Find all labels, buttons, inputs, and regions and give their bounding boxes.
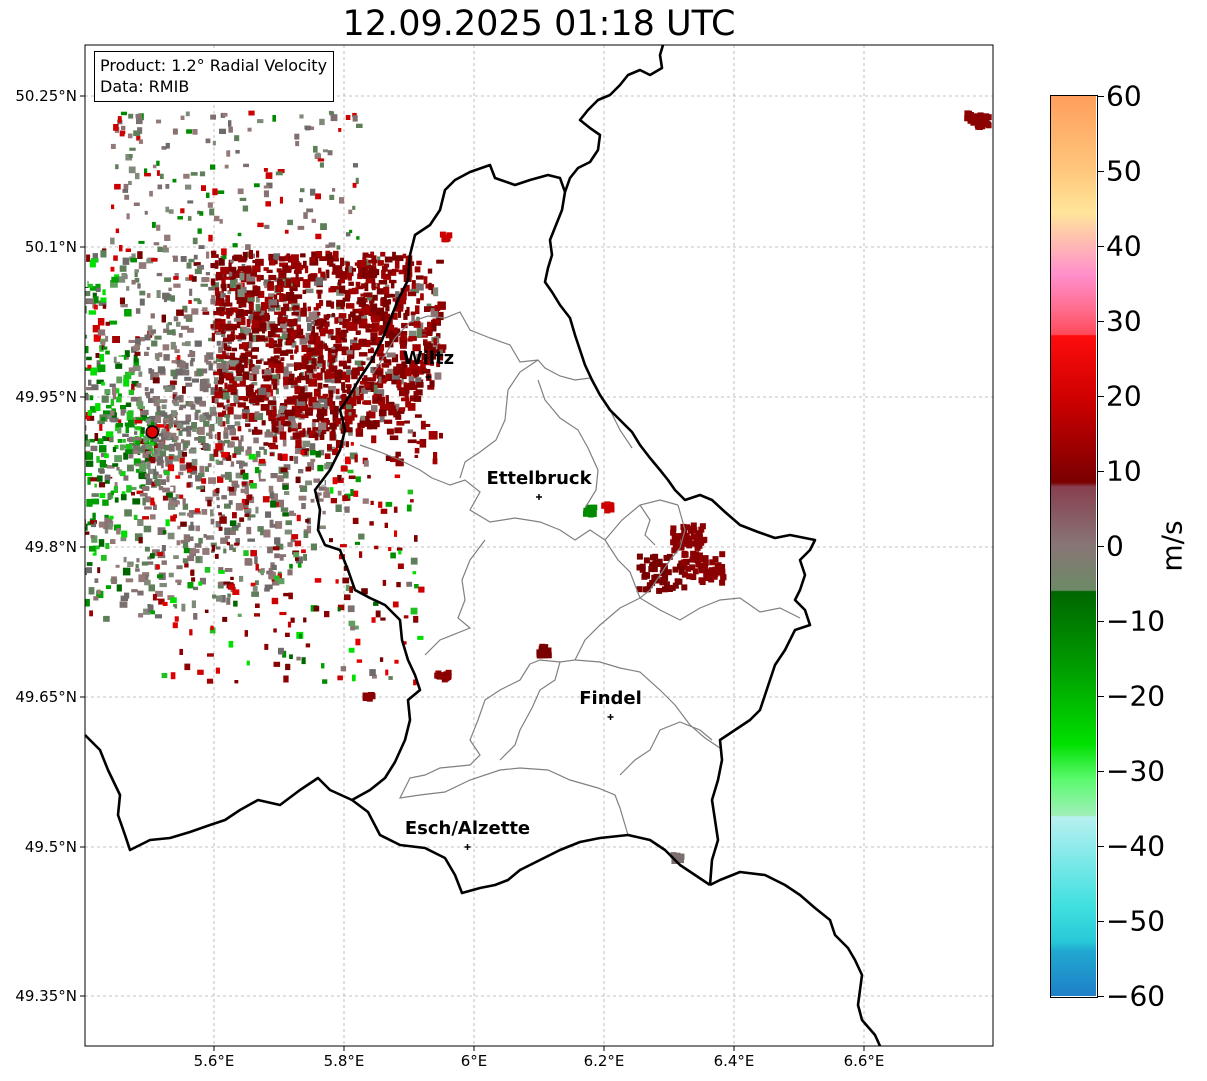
lat-tick-label: 50.1°N bbox=[24, 238, 77, 256]
colorbar-tick bbox=[1097, 771, 1104, 772]
colorbar-tick-label: 50 bbox=[1106, 154, 1142, 188]
lon-tick-label: 6.4°E bbox=[713, 1052, 755, 1070]
city-label-wiltz: Wiltz bbox=[402, 348, 455, 369]
lat-tick-label: 50.25°N bbox=[15, 87, 77, 105]
colorbar-tick-label: 0 bbox=[1106, 529, 1124, 563]
city-markers bbox=[425, 374, 614, 850]
colorbar-tick bbox=[1097, 471, 1104, 472]
colorbar-tick-label: 10 bbox=[1106, 454, 1142, 488]
product-label: Product: 1.2° Radial Velocity bbox=[100, 56, 328, 75]
colorbar bbox=[1050, 95, 1098, 998]
data-source-label: Data: RMIB bbox=[100, 77, 190, 96]
colorbar-fill bbox=[1050, 95, 1096, 996]
axis-ticks bbox=[80, 95, 865, 1051]
city-marker bbox=[464, 844, 471, 850]
colorbar-tick-label: −60 bbox=[1106, 979, 1166, 1013]
city-marker bbox=[536, 494, 542, 500]
radar-echoes bbox=[85, 110, 992, 864]
colorbar-tick bbox=[1097, 696, 1104, 697]
canton-boundaries bbox=[359, 311, 801, 836]
colorbar-tick-label: 20 bbox=[1106, 379, 1142, 413]
plot-frame bbox=[84, 44, 994, 1047]
colorbar-tick-label: 40 bbox=[1106, 229, 1142, 263]
colorbar-tick-label: −30 bbox=[1106, 754, 1166, 788]
map-title: 12.09.2025 01:18 UTC bbox=[342, 4, 736, 44]
colorbar-tick-label: −40 bbox=[1106, 829, 1166, 863]
city-marker bbox=[607, 714, 614, 720]
colorbar-tick-label: −10 bbox=[1106, 604, 1166, 638]
colorbar-tick-label: −50 bbox=[1106, 904, 1166, 938]
colorbar-tick bbox=[1097, 396, 1104, 397]
colorbar-tick bbox=[1097, 96, 1104, 97]
lon-tick-label: 6.6°E bbox=[843, 1052, 885, 1070]
colorbar-tick bbox=[1097, 321, 1104, 322]
lat-tick-label: 49.95°N bbox=[15, 388, 77, 406]
colorbar-tick bbox=[1097, 621, 1104, 622]
lon-tick-label: 6°E bbox=[460, 1052, 488, 1070]
city-label-esch-alzette: Esch/Alzette bbox=[404, 818, 531, 839]
colorbar-tick bbox=[1097, 546, 1104, 547]
lon-tick-label: 6.2°E bbox=[583, 1052, 625, 1070]
colorbar-tick-label: −20 bbox=[1106, 679, 1166, 713]
colorbar-tick bbox=[1097, 921, 1104, 922]
lon-tick-label: 5.8°E bbox=[323, 1052, 365, 1070]
lat-tick-label: 49.35°N bbox=[15, 987, 77, 1005]
lat-tick-label: 49.65°N bbox=[15, 688, 77, 706]
lat-tick-label: 49.8°N bbox=[24, 538, 77, 556]
colorbar-unit: m/s bbox=[1155, 520, 1189, 572]
colorbar-tick bbox=[1097, 171, 1104, 172]
lat-tick-label: 49.5°N bbox=[24, 838, 77, 856]
colorbar-tick-label: 30 bbox=[1106, 304, 1142, 338]
city-label-ettelbruck: Ettelbruck bbox=[486, 468, 592, 489]
colorbar-tick bbox=[1097, 846, 1104, 847]
colorbar-tick-label: 60 bbox=[1106, 79, 1142, 113]
product-info-box: Product: 1.2° Radial Velocity Data: RMIB bbox=[94, 51, 335, 102]
lon-tick-label: 5.6°E bbox=[193, 1052, 235, 1070]
city-marker bbox=[425, 374, 432, 380]
colorbar-tick bbox=[1097, 246, 1104, 247]
plot-area bbox=[85, 45, 993, 1046]
national-borders bbox=[84, 44, 882, 1047]
radar-site-marker[interactable] bbox=[145, 425, 159, 439]
city-label-findel: Findel bbox=[579, 688, 642, 709]
colorbar-tick bbox=[1097, 996, 1104, 997]
